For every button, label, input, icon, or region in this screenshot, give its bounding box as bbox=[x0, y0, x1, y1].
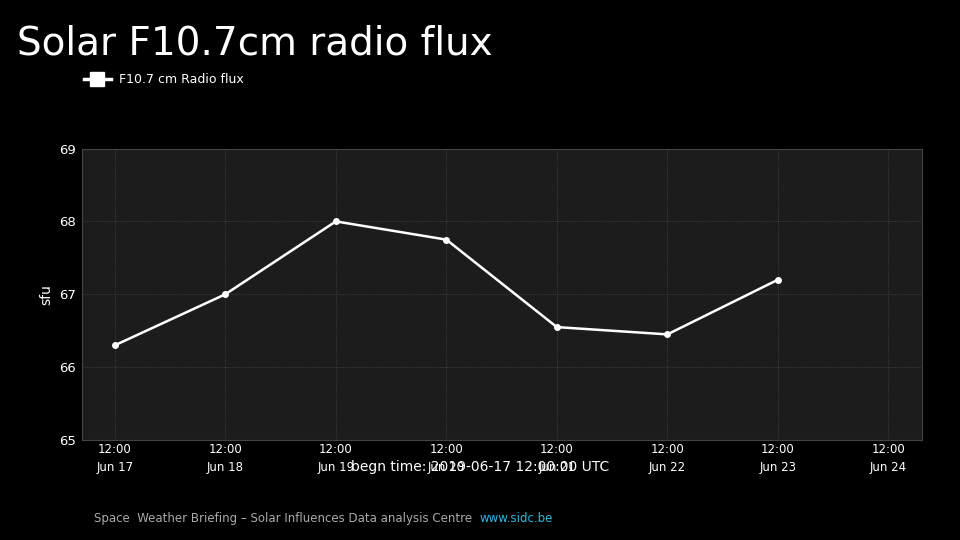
Text: www.sidc.be: www.sidc.be bbox=[480, 512, 553, 525]
Text: Solar F10.7cm radio flux: Solar F10.7cm radio flux bbox=[17, 24, 492, 62]
Text: begn time: 2019-06-17 12:00:00 UTC: begn time: 2019-06-17 12:00:00 UTC bbox=[350, 460, 610, 474]
Text: Space  Weather Briefing – Solar Influences Data analysis Centre: Space Weather Briefing – Solar Influence… bbox=[94, 512, 480, 525]
Y-axis label: sfu: sfu bbox=[39, 284, 54, 305]
Legend: F10.7 cm Radio flux: F10.7 cm Radio flux bbox=[84, 73, 244, 86]
